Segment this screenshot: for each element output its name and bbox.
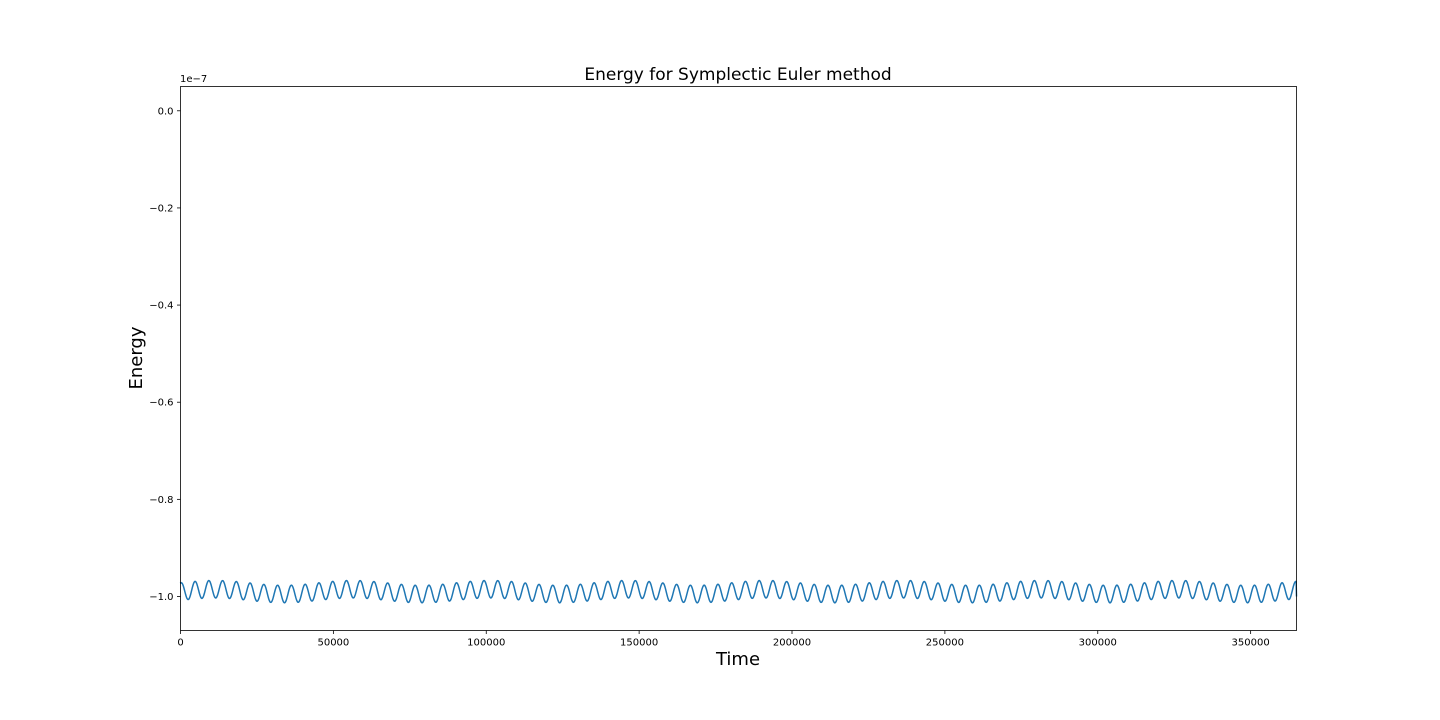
x-tick-label: 300000 bbox=[1079, 638, 1117, 649]
axes-frame bbox=[180, 86, 1297, 631]
y-tick-label: −0.8 bbox=[149, 495, 173, 506]
x-tick-label: 50000 bbox=[317, 638, 349, 649]
y-tick-label: −0.2 bbox=[149, 203, 173, 214]
x-tick-label: 100000 bbox=[467, 638, 505, 649]
y-tick-label: −1.0 bbox=[149, 592, 173, 603]
x-tick-label: 350000 bbox=[1232, 638, 1270, 649]
x-tick-label: 250000 bbox=[926, 638, 964, 649]
x-tick-label: 200000 bbox=[773, 638, 811, 649]
chart-title: Energy for Symplectic Euler method bbox=[584, 65, 891, 85]
y-tick-label: −0.6 bbox=[149, 398, 173, 409]
energy-series-line bbox=[179, 579, 1298, 604]
x-axis-label: Time bbox=[715, 649, 760, 670]
plot-area bbox=[179, 579, 1298, 604]
y-tick-label: −0.4 bbox=[149, 301, 173, 312]
y-tick-label: 0.0 bbox=[158, 106, 174, 117]
x-axis-ticks: 0 50000 100000 150000 200000 250000 300000 3500… bbox=[177, 630, 1270, 649]
y-axis-offset-text: 1e−7 bbox=[180, 74, 207, 85]
x-tick-label: 0 bbox=[177, 638, 183, 649]
y-axis-ticks: 0.0 −0.2 −0.4 −0.6 −0.8 −1.0 bbox=[149, 106, 181, 603]
y-axis-label: Energy bbox=[126, 326, 147, 389]
x-tick-label: 150000 bbox=[620, 638, 658, 649]
